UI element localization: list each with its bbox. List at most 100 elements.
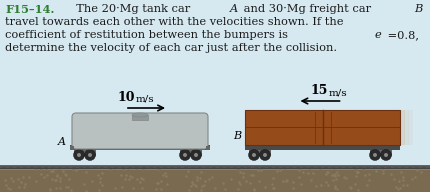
Bar bbox=[345, 166, 349, 169]
Bar bbox=[370, 150, 392, 156]
Bar bbox=[254, 166, 258, 169]
Circle shape bbox=[88, 153, 92, 157]
Circle shape bbox=[77, 153, 81, 157]
Bar bbox=[331, 166, 335, 169]
Text: A: A bbox=[58, 137, 66, 147]
Circle shape bbox=[252, 153, 256, 157]
Text: A: A bbox=[230, 4, 238, 14]
Bar bbox=[408, 110, 413, 145]
Bar bbox=[245, 110, 400, 145]
Text: m/s: m/s bbox=[136, 95, 155, 104]
Circle shape bbox=[369, 150, 381, 161]
Bar bbox=[324, 166, 328, 169]
Bar bbox=[240, 166, 244, 169]
Bar bbox=[132, 115, 148, 120]
Bar bbox=[268, 166, 272, 169]
Bar bbox=[415, 166, 419, 169]
Ellipse shape bbox=[132, 113, 148, 117]
Circle shape bbox=[384, 153, 388, 157]
Text: 10: 10 bbox=[117, 91, 135, 104]
Text: B: B bbox=[233, 131, 241, 141]
Text: coefficient of restitution between the bumpers is: coefficient of restitution between the b… bbox=[5, 30, 292, 40]
Bar bbox=[247, 166, 251, 169]
Circle shape bbox=[259, 150, 270, 161]
Bar bbox=[245, 145, 400, 150]
Bar bbox=[70, 146, 74, 150]
Bar bbox=[310, 166, 314, 169]
Bar bbox=[156, 166, 160, 169]
Bar bbox=[404, 110, 409, 145]
Bar bbox=[79, 166, 83, 169]
Bar bbox=[184, 166, 188, 169]
Bar bbox=[30, 166, 34, 169]
Bar bbox=[93, 166, 97, 169]
Bar bbox=[86, 166, 90, 169]
FancyBboxPatch shape bbox=[72, 113, 208, 149]
Bar bbox=[16, 166, 20, 169]
Text: The 20·Mg tank car: The 20·Mg tank car bbox=[69, 4, 194, 14]
Bar bbox=[400, 110, 405, 145]
Bar bbox=[37, 166, 41, 169]
Bar bbox=[135, 166, 139, 169]
Bar bbox=[282, 166, 286, 169]
Text: 15: 15 bbox=[310, 84, 328, 97]
Bar bbox=[380, 166, 384, 169]
Bar bbox=[261, 166, 265, 169]
Bar bbox=[233, 166, 237, 169]
Bar bbox=[114, 166, 118, 169]
Bar bbox=[289, 166, 293, 169]
Bar bbox=[23, 166, 27, 169]
Bar bbox=[205, 166, 209, 169]
Bar bbox=[401, 166, 405, 169]
Circle shape bbox=[249, 150, 259, 161]
Text: and 30·Mg freight car: and 30·Mg freight car bbox=[240, 4, 375, 14]
Text: F15–14.: F15–14. bbox=[5, 4, 54, 15]
Bar bbox=[191, 166, 195, 169]
Text: travel towards each other with the velocities shown. If the: travel towards each other with the veloc… bbox=[5, 17, 344, 27]
Circle shape bbox=[85, 150, 95, 161]
Circle shape bbox=[179, 150, 190, 161]
Bar bbox=[149, 166, 153, 169]
Bar bbox=[9, 166, 13, 169]
Circle shape bbox=[74, 150, 85, 161]
Bar bbox=[107, 166, 111, 169]
Bar bbox=[72, 166, 76, 169]
Circle shape bbox=[183, 153, 187, 157]
Bar bbox=[170, 166, 174, 169]
Bar bbox=[51, 166, 55, 169]
Circle shape bbox=[194, 153, 198, 157]
Bar bbox=[429, 166, 430, 169]
Bar bbox=[422, 166, 426, 169]
Bar bbox=[249, 150, 271, 156]
Bar bbox=[128, 166, 132, 169]
Text: determine the velocity of each car just after the collision.: determine the velocity of each car just … bbox=[5, 43, 337, 53]
Bar bbox=[394, 166, 398, 169]
Bar bbox=[366, 166, 370, 169]
Bar bbox=[2, 166, 6, 169]
Bar bbox=[65, 166, 69, 169]
Circle shape bbox=[190, 150, 202, 161]
Bar bbox=[359, 166, 363, 169]
Text: m/s: m/s bbox=[329, 88, 347, 97]
Bar bbox=[317, 166, 321, 169]
Bar bbox=[219, 166, 223, 169]
Circle shape bbox=[373, 153, 377, 157]
Circle shape bbox=[263, 153, 267, 157]
Bar bbox=[44, 166, 48, 169]
Bar bbox=[100, 166, 104, 169]
Bar bbox=[121, 166, 125, 169]
Bar bbox=[296, 166, 300, 169]
Bar bbox=[142, 166, 146, 169]
Bar bbox=[0, 170, 430, 192]
Bar bbox=[303, 166, 307, 169]
Bar bbox=[338, 166, 342, 169]
Bar bbox=[373, 166, 377, 169]
Text: B: B bbox=[415, 4, 423, 14]
Bar bbox=[177, 166, 181, 169]
Text: =0.8,: =0.8, bbox=[384, 30, 418, 40]
Bar bbox=[74, 150, 96, 156]
Bar bbox=[198, 166, 202, 169]
Text: e: e bbox=[375, 30, 381, 40]
Bar bbox=[387, 166, 391, 169]
Bar bbox=[408, 166, 412, 169]
